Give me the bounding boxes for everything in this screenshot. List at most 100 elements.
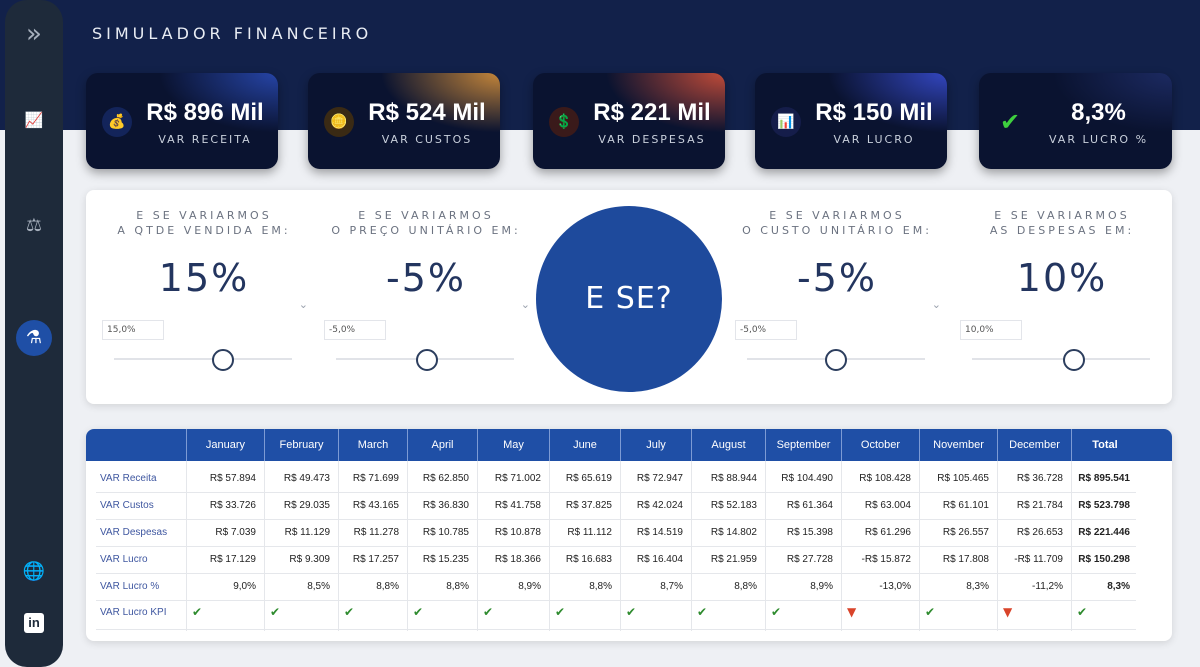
kpi-card-custos: 🪙 R$ 524 Mil VAR CUSTOS	[308, 73, 500, 169]
chevron-down-icon[interactable]: ⌄	[931, 298, 941, 311]
slider-track[interactable]	[972, 358, 1150, 360]
table-cell: 8,7%	[660, 581, 683, 592]
slider-handle[interactable]	[825, 349, 847, 371]
chevron-down-icon[interactable]: ⌄	[520, 298, 530, 311]
column-header[interactable]: February	[264, 429, 338, 461]
table-cell: R$ 42.024	[636, 500, 683, 511]
slider-handle[interactable]	[416, 349, 438, 371]
table-cell: R$ 33.726	[209, 500, 256, 511]
table-cell: -13,0%	[879, 581, 911, 592]
kpi-label: VAR RECEITA	[158, 133, 252, 146]
table-cell: 8,8%	[589, 581, 612, 592]
value-input[interactable]: -5,0%	[324, 320, 386, 340]
column-divider	[765, 461, 766, 631]
control-question: AS DESPESAS EM:	[989, 224, 1135, 237]
table-cell: 9,0%	[233, 581, 256, 592]
table-cell: -R$ 11.709	[1014, 554, 1063, 565]
expand-icon[interactable]: »	[26, 19, 42, 49]
column-header[interactable]: October	[841, 429, 919, 461]
check-icon: ✔	[270, 605, 281, 619]
check-icon: ✔	[771, 605, 782, 619]
kpi-card-lucro: 📊 R$ 150 Mil VAR LUCRO	[755, 73, 947, 169]
check-icon: ✔	[626, 605, 637, 619]
column-header[interactable]: July	[620, 429, 691, 461]
column-header[interactable]: May	[477, 429, 549, 461]
simulation-panel: E SE VARIARMOS A QTDE VENDIDA EM: 15% ⌄ …	[86, 190, 1172, 404]
check-icon: ✔	[192, 605, 203, 619]
column-divider	[549, 461, 550, 631]
control-value: 10%	[1016, 256, 1108, 300]
column-divider	[264, 461, 265, 631]
coin-icon: 🪙	[324, 107, 354, 137]
table-cell: R$ 26.557	[942, 527, 989, 538]
chevron-down-icon[interactable]: ⌄	[298, 298, 308, 311]
table-cell: R$ 36.728	[1016, 473, 1063, 484]
kpi-value: R$ 150 Mil	[815, 99, 933, 126]
growth-chart-icon: 📊	[771, 107, 801, 137]
column-header[interactable]: January	[186, 429, 264, 461]
column-divider	[186, 461, 187, 631]
table-cell: 8,3%	[966, 581, 989, 592]
slider-track[interactable]	[114, 358, 292, 360]
value-input[interactable]: -5,0%	[735, 320, 797, 340]
table-cell: -11,2%	[1032, 581, 1063, 592]
table-cell: R$ 71.699	[352, 473, 399, 484]
column-divider	[691, 461, 692, 631]
column-divider	[997, 461, 998, 631]
check-icon: ✔	[1077, 605, 1088, 619]
column-header[interactable]: June	[549, 429, 620, 461]
control-value: -5%	[386, 256, 466, 300]
kpi-label: VAR CUSTOS	[381, 133, 473, 146]
what-if-button[interactable]: E SE?	[536, 206, 722, 392]
table-cell: R$ 11.112	[567, 527, 612, 538]
slider-handle[interactable]	[1063, 349, 1085, 371]
column-header[interactable]: August	[691, 429, 765, 461]
table-cell: R$ 88.944	[710, 473, 757, 484]
table-cell: R$ 15.398	[786, 527, 833, 538]
chart-icon[interactable]: 📈	[24, 111, 44, 129]
table-cell: R$ 11.129	[284, 527, 330, 538]
value-input[interactable]: 10,0%	[960, 320, 1022, 340]
table-cell: -R$ 15.872	[861, 554, 911, 565]
kpi-value: R$ 524 Mil	[368, 99, 486, 126]
linkedin-icon[interactable]: in	[5, 610, 63, 634]
control-preco: E SE VARIARMOS O PREÇO UNITÁRIO EM: -5% …	[324, 208, 530, 371]
column-header[interactable]: November	[919, 429, 997, 461]
kpi-label: VAR LUCRO	[833, 133, 915, 146]
table-cell: 8,8%	[376, 581, 399, 592]
control-value: 15%	[158, 256, 250, 300]
scale-icon[interactable]: ⚖	[25, 215, 43, 236]
row-label: VAR Custos	[100, 500, 154, 511]
globe-icon[interactable]: 🌐	[22, 561, 46, 582]
flask-icon[interactable]: ⚗	[16, 320, 52, 356]
table-cell: R$ 49.473	[283, 473, 330, 484]
table-cell: R$ 17.129	[209, 554, 256, 565]
check-icon: ✔	[483, 605, 494, 619]
table-cell: 8,8%	[734, 581, 757, 592]
kpi-card-despesas: 💲 R$ 221 Mil VAR DESPESAS	[533, 73, 725, 169]
row-label: VAR Receita	[100, 473, 157, 484]
control-question: E SE VARIARMOS	[136, 209, 272, 222]
column-header[interactable]: December	[997, 429, 1071, 461]
kpi-value: 8,3%	[1071, 99, 1126, 126]
table-cell: R$ 29.035	[283, 500, 330, 511]
table-cell: R$ 895.541	[1078, 473, 1130, 484]
control-custo: E SE VARIARMOS O CUSTO UNITÁRIO EM: -5% …	[735, 208, 941, 371]
kpi-card-receita: 💰 R$ 896 Mil VAR RECEITA	[86, 73, 278, 169]
column-header[interactable]: September	[765, 429, 841, 461]
control-question: O CUSTO UNITÁRIO EM:	[742, 224, 932, 237]
value-input[interactable]: 15,0%	[102, 320, 164, 340]
row-label: VAR Despesas	[100, 527, 168, 538]
table-cell: R$ 57.894	[209, 473, 256, 484]
column-divider	[1071, 461, 1072, 631]
table-cell: R$ 523.798	[1078, 500, 1130, 511]
slider-handle[interactable]	[212, 349, 234, 371]
table-cell: R$ 65.619	[565, 473, 612, 484]
row-label: VAR Lucro %	[100, 581, 160, 592]
column-header[interactable]: March	[338, 429, 407, 461]
table-cell: R$ 15.235	[422, 554, 469, 565]
table-cell: R$ 17.257	[352, 554, 399, 565]
table-cell: R$ 27.728	[786, 554, 833, 565]
column-header[interactable]: April	[407, 429, 477, 461]
column-header[interactable]: Total	[1071, 429, 1138, 461]
